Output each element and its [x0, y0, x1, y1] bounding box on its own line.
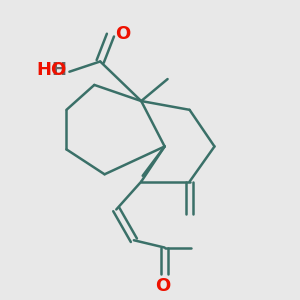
Text: HO: HO: [36, 61, 67, 79]
Text: O: O: [115, 25, 130, 43]
Text: H: H: [52, 61, 67, 79]
Text: O: O: [156, 277, 171, 295]
